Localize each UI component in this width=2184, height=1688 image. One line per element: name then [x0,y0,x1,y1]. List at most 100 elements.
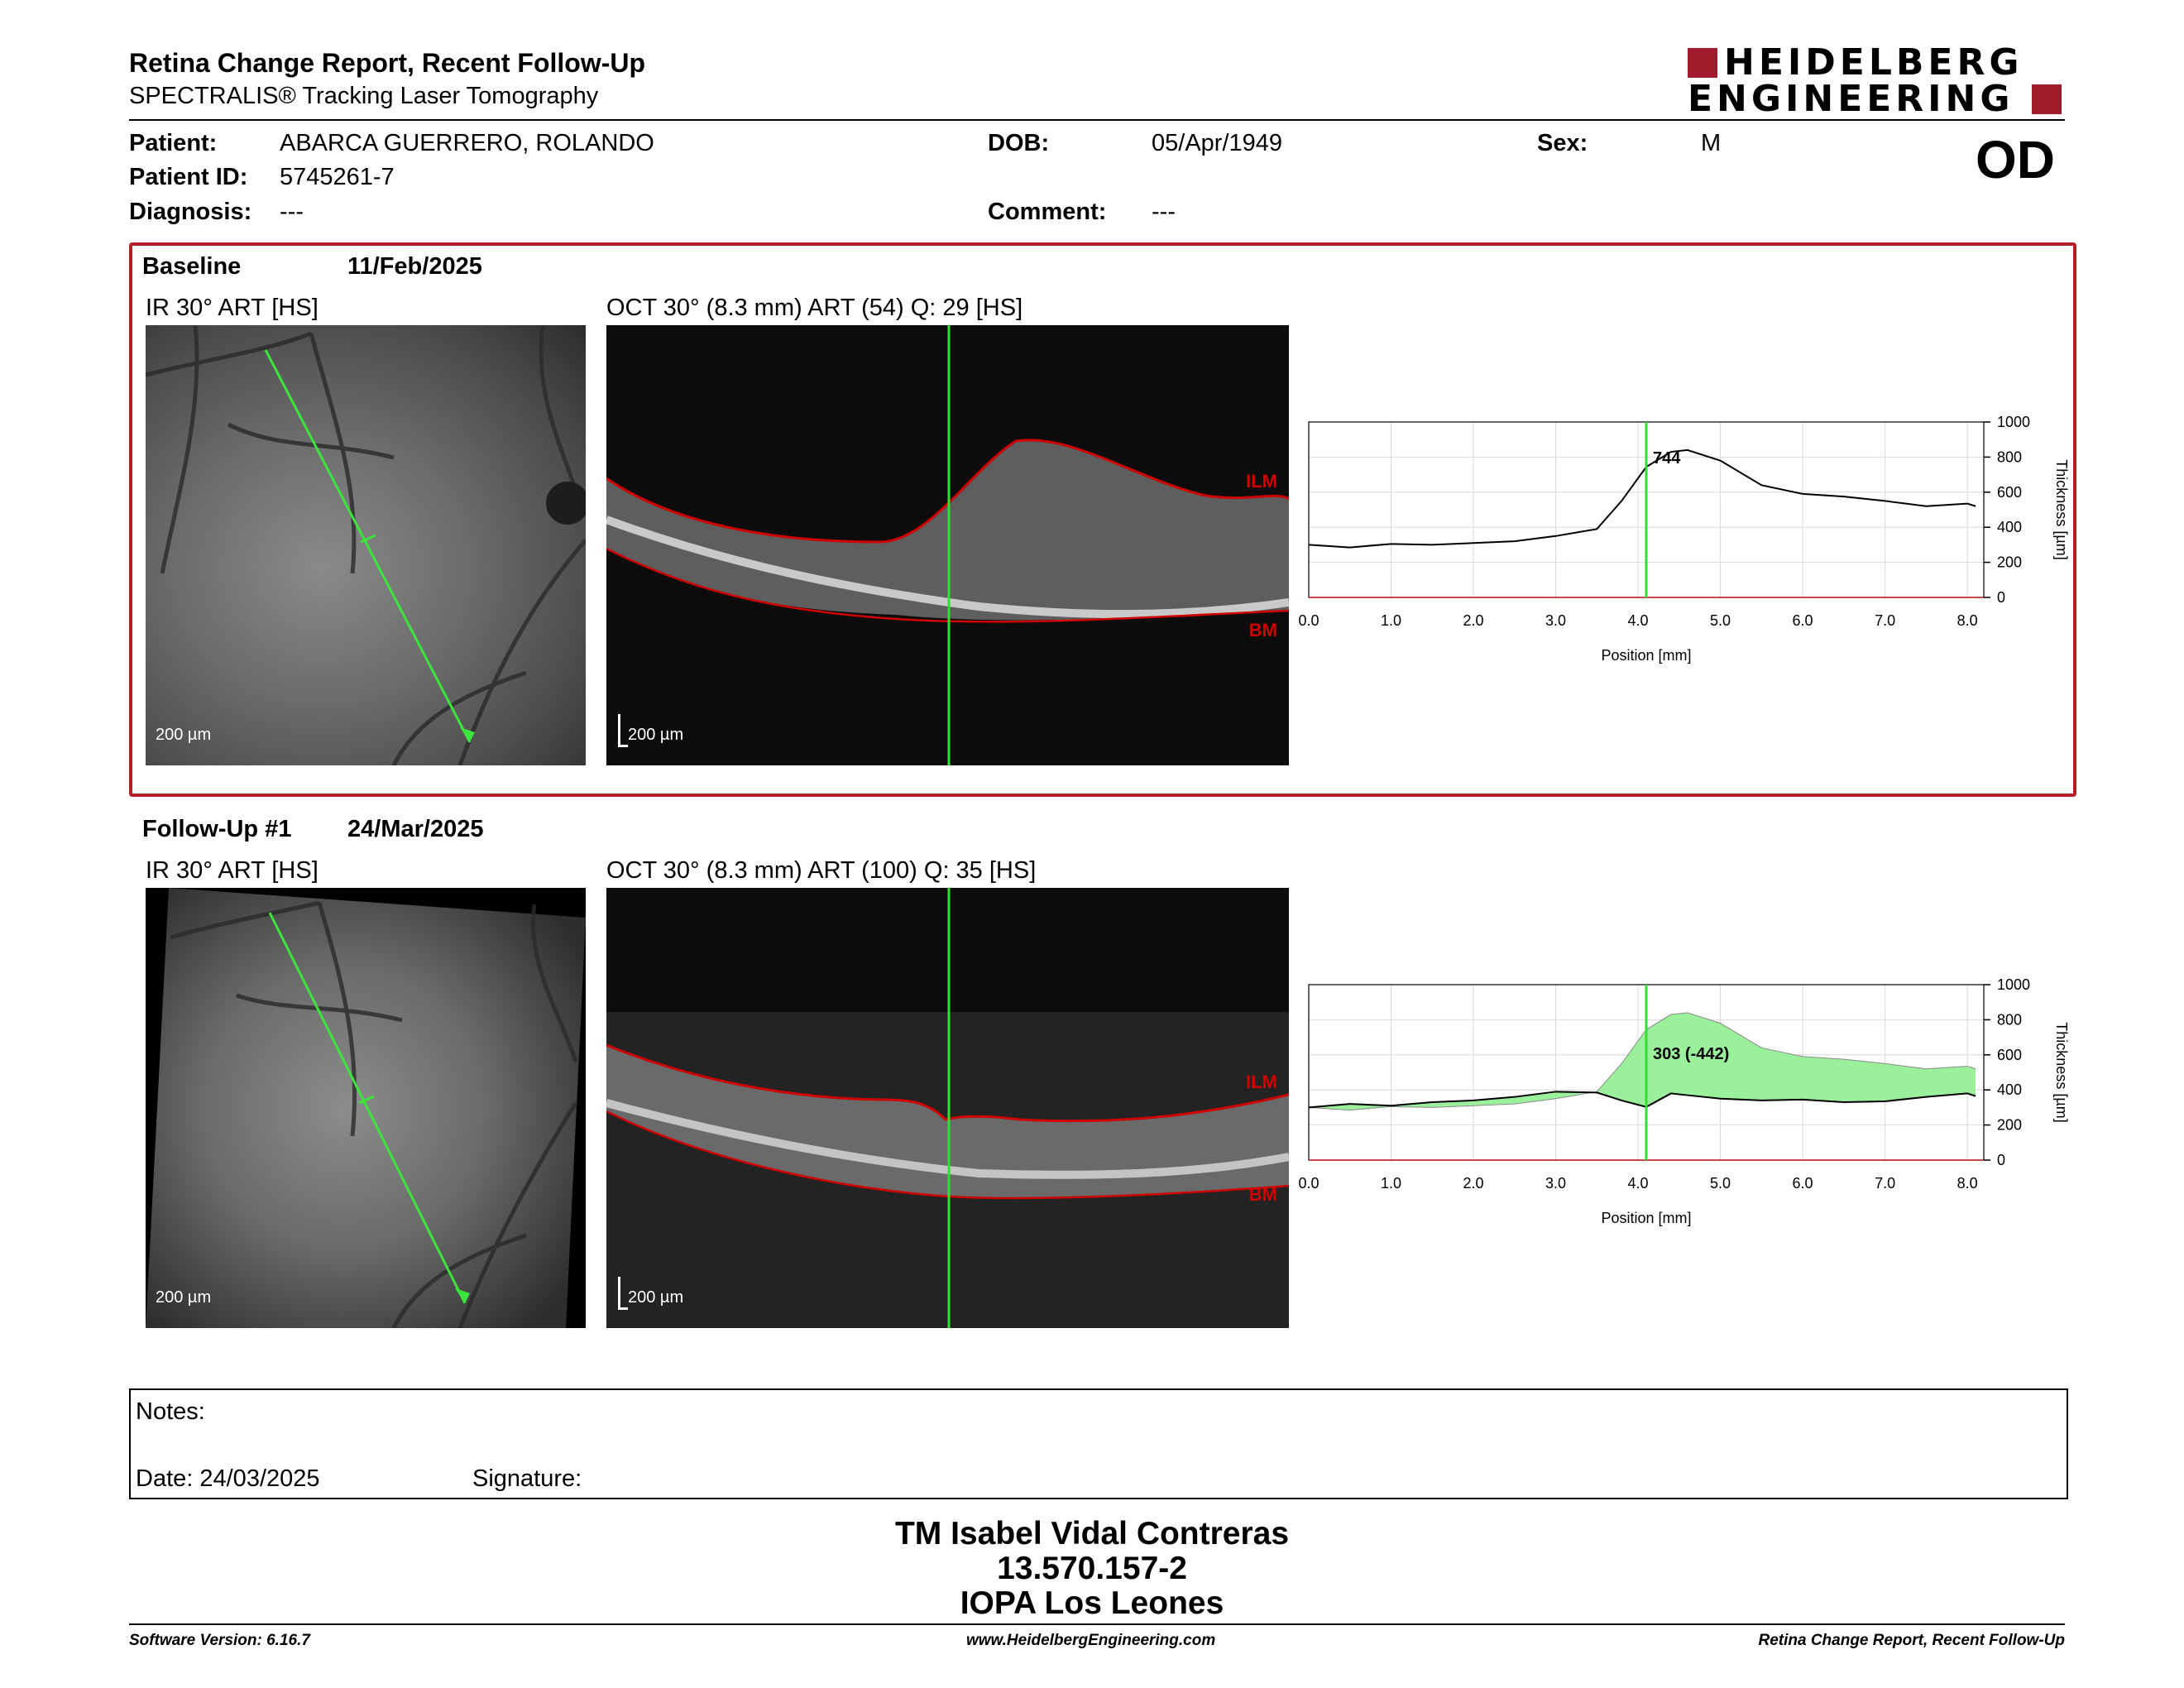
marker-value-label: 744 [1653,449,1681,468]
logo-line1: HEIDELBERG [1724,41,2024,84]
notes-box[interactable] [129,1388,2068,1499]
footer-report-name: Retina Change Report, Recent Follow-Up [1758,1632,2065,1649]
baseline-bm-label: BM [1248,620,1277,640]
x-axis-label: Position [mm] [1601,1210,1691,1226]
footer-divider [129,1623,2065,1625]
y-tick-label: 400 [1997,1081,2022,1098]
logo-square-top [1688,48,1717,78]
date-label: Date: 24/03/2025 [136,1465,320,1492]
x-tick-label: 1.0 [1381,612,1401,629]
signature-name: TM Isabel Vidal Contreras [894,1516,1290,1551]
x-tick-label: 6.0 [1793,612,1813,629]
x-tick-label: 7.0 [1875,1175,1895,1192]
y-tick-label: 1000 [1997,976,2030,993]
followup-ir-scale: 200 µm [156,1288,212,1307]
x-axis-label: Position [mm] [1601,647,1691,664]
baseline-ir-vessels [146,325,586,765]
x-tick-label: 5.0 [1710,1175,1731,1192]
x-tick-label: 1.0 [1381,1175,1401,1192]
y-axis-label: Thickness [µm] [2053,459,2070,559]
header-divider [129,119,2065,121]
baseline-label: Baseline [142,253,242,280]
x-tick-label: 2.0 [1463,612,1484,629]
y-tick-label: 0 [1997,1152,2005,1168]
sex-value: M [1701,130,1722,156]
x-tick-label: 7.0 [1875,612,1895,629]
software-version: Software Version: 6.16.7 [129,1632,310,1649]
baseline-ilm-label: ILM [1246,471,1277,492]
followup-ir-title: IR 30° ART [HS] [146,857,318,884]
baseline-ir-scale: 200 µm [156,726,212,744]
report-subtitle: SPECTRALIS® Tracking Laser Tomography [129,83,599,109]
y-tick-label: 0 [1997,589,2005,606]
y-tick-label: 800 [1997,1011,2022,1028]
y-tick-label: 200 [1997,1117,2022,1134]
x-tick-label: 4.0 [1628,1175,1649,1192]
followup-oct-scale: 200 µm [628,1288,684,1307]
baseline-panel [129,242,2076,797]
baseline-date: 11/Feb/2025 [347,253,482,280]
patient-name: ABARCA GUERRERO, ROLANDO [280,130,654,156]
notes-label: Notes: [136,1398,205,1425]
footer-url[interactable]: www.HeidelbergEngineering.com [966,1632,1216,1649]
patient-id: 5745261-7 [280,164,395,190]
baseline-oct-layers [606,325,1289,765]
x-tick-label: 0.0 [1299,1175,1320,1192]
baseline-ir-fundus-image[interactable]: 200 µm [146,325,586,765]
x-tick-label: 5.0 [1710,612,1731,629]
x-tick-label: 0.0 [1299,612,1320,629]
eye-label: OD [1976,130,2055,189]
followup-ir-vessels [146,888,586,1328]
diagnosis-value: --- [280,199,304,225]
y-tick-label: 600 [1997,484,2022,501]
y-axis-label: Thickness [µm] [2053,1022,2070,1122]
difference-area [1309,1012,1976,1110]
scan-line [268,912,467,1304]
signature-rut: 13.570.157-2 [997,1551,1187,1586]
y-tick-label: 200 [1997,554,2022,571]
baseline-thickness-chart: 0.0 1.0 2.0 3.0 4.0 5.0 6.0 7.0 8.0 0 200 400 600 800… [1299,414,2070,664]
followup-thickness-chart: 0.0 1.0 2.0 3.0 4.0 5.0 6.0 7.0 8.0 0 200 400 600 800… [1299,976,2070,1226]
comment-label: Comment: [988,199,1107,225]
x-tick-label: 3.0 [1545,1175,1566,1192]
logo-square-bottom [2032,84,2062,114]
baseline-ir-title: IR 30° ART [HS] [146,295,318,321]
logo-line2: ENGINEERING [1688,78,2014,120]
x-tick-label: 2.0 [1463,1175,1484,1192]
diagnosis-label: Diagnosis: [129,199,252,225]
followup-date: 24/Mar/2025 [347,816,484,842]
baseline-oct-scale: 200 µm [628,726,684,744]
x-tick-label: 8.0 [1957,612,1978,629]
thickness-line [1308,448,1976,549]
followup-bm-label: BM [1248,1184,1277,1205]
dob-value: 05/Apr/1949 [1152,130,1283,156]
y-tick-label: 400 [1997,519,2022,535]
dob-label: DOB: [988,130,1050,156]
followup-ir-fundus-image[interactable]: 200 µm [146,888,586,1328]
x-tick-label: 3.0 [1545,612,1566,629]
y-tick-label: 800 [1997,448,2022,465]
y-tick-label: 1000 [1997,414,2030,430]
followup-oct-title: OCT 30° (8.3 mm) ART (100) Q: 35 [HS] [606,857,1037,884]
baseline-outline [1308,1012,1976,1111]
followup-oct-bscan-image[interactable]: ILM BM 200 µm [606,888,1289,1328]
signature-institution: IOPA Los Leones [960,1585,1224,1621]
x-tick-label: 6.0 [1793,1175,1813,1192]
followup-label: Follow-Up #1 [142,816,292,842]
marker-value-label: 303 (-442) [1653,1045,1729,1063]
baseline-oct-bscan-image[interactable]: ILM BM 200 µm [606,325,1289,765]
y-tick-label: 600 [1997,1047,2022,1063]
followup-ilm-label: ILM [1246,1072,1277,1092]
x-tick-label: 4.0 [1628,612,1649,629]
scan-line [264,349,472,743]
report-title: Retina Change Report, Recent Follow-Up [129,48,646,78]
signature-label: Signature: [472,1465,582,1492]
sex-label: Sex: [1537,130,1588,156]
comment-value: --- [1152,199,1176,225]
x-tick-label: 8.0 [1957,1175,1978,1192]
patient-label: Patient: [129,130,218,156]
baseline-oct-title: OCT 30° (8.3 mm) ART (54) Q: 29 [HS] [606,295,1023,321]
thickness-line [1308,1091,1976,1109]
followup-oct-layers [606,888,1289,1328]
patient-id-label: Patient ID: [129,164,248,190]
